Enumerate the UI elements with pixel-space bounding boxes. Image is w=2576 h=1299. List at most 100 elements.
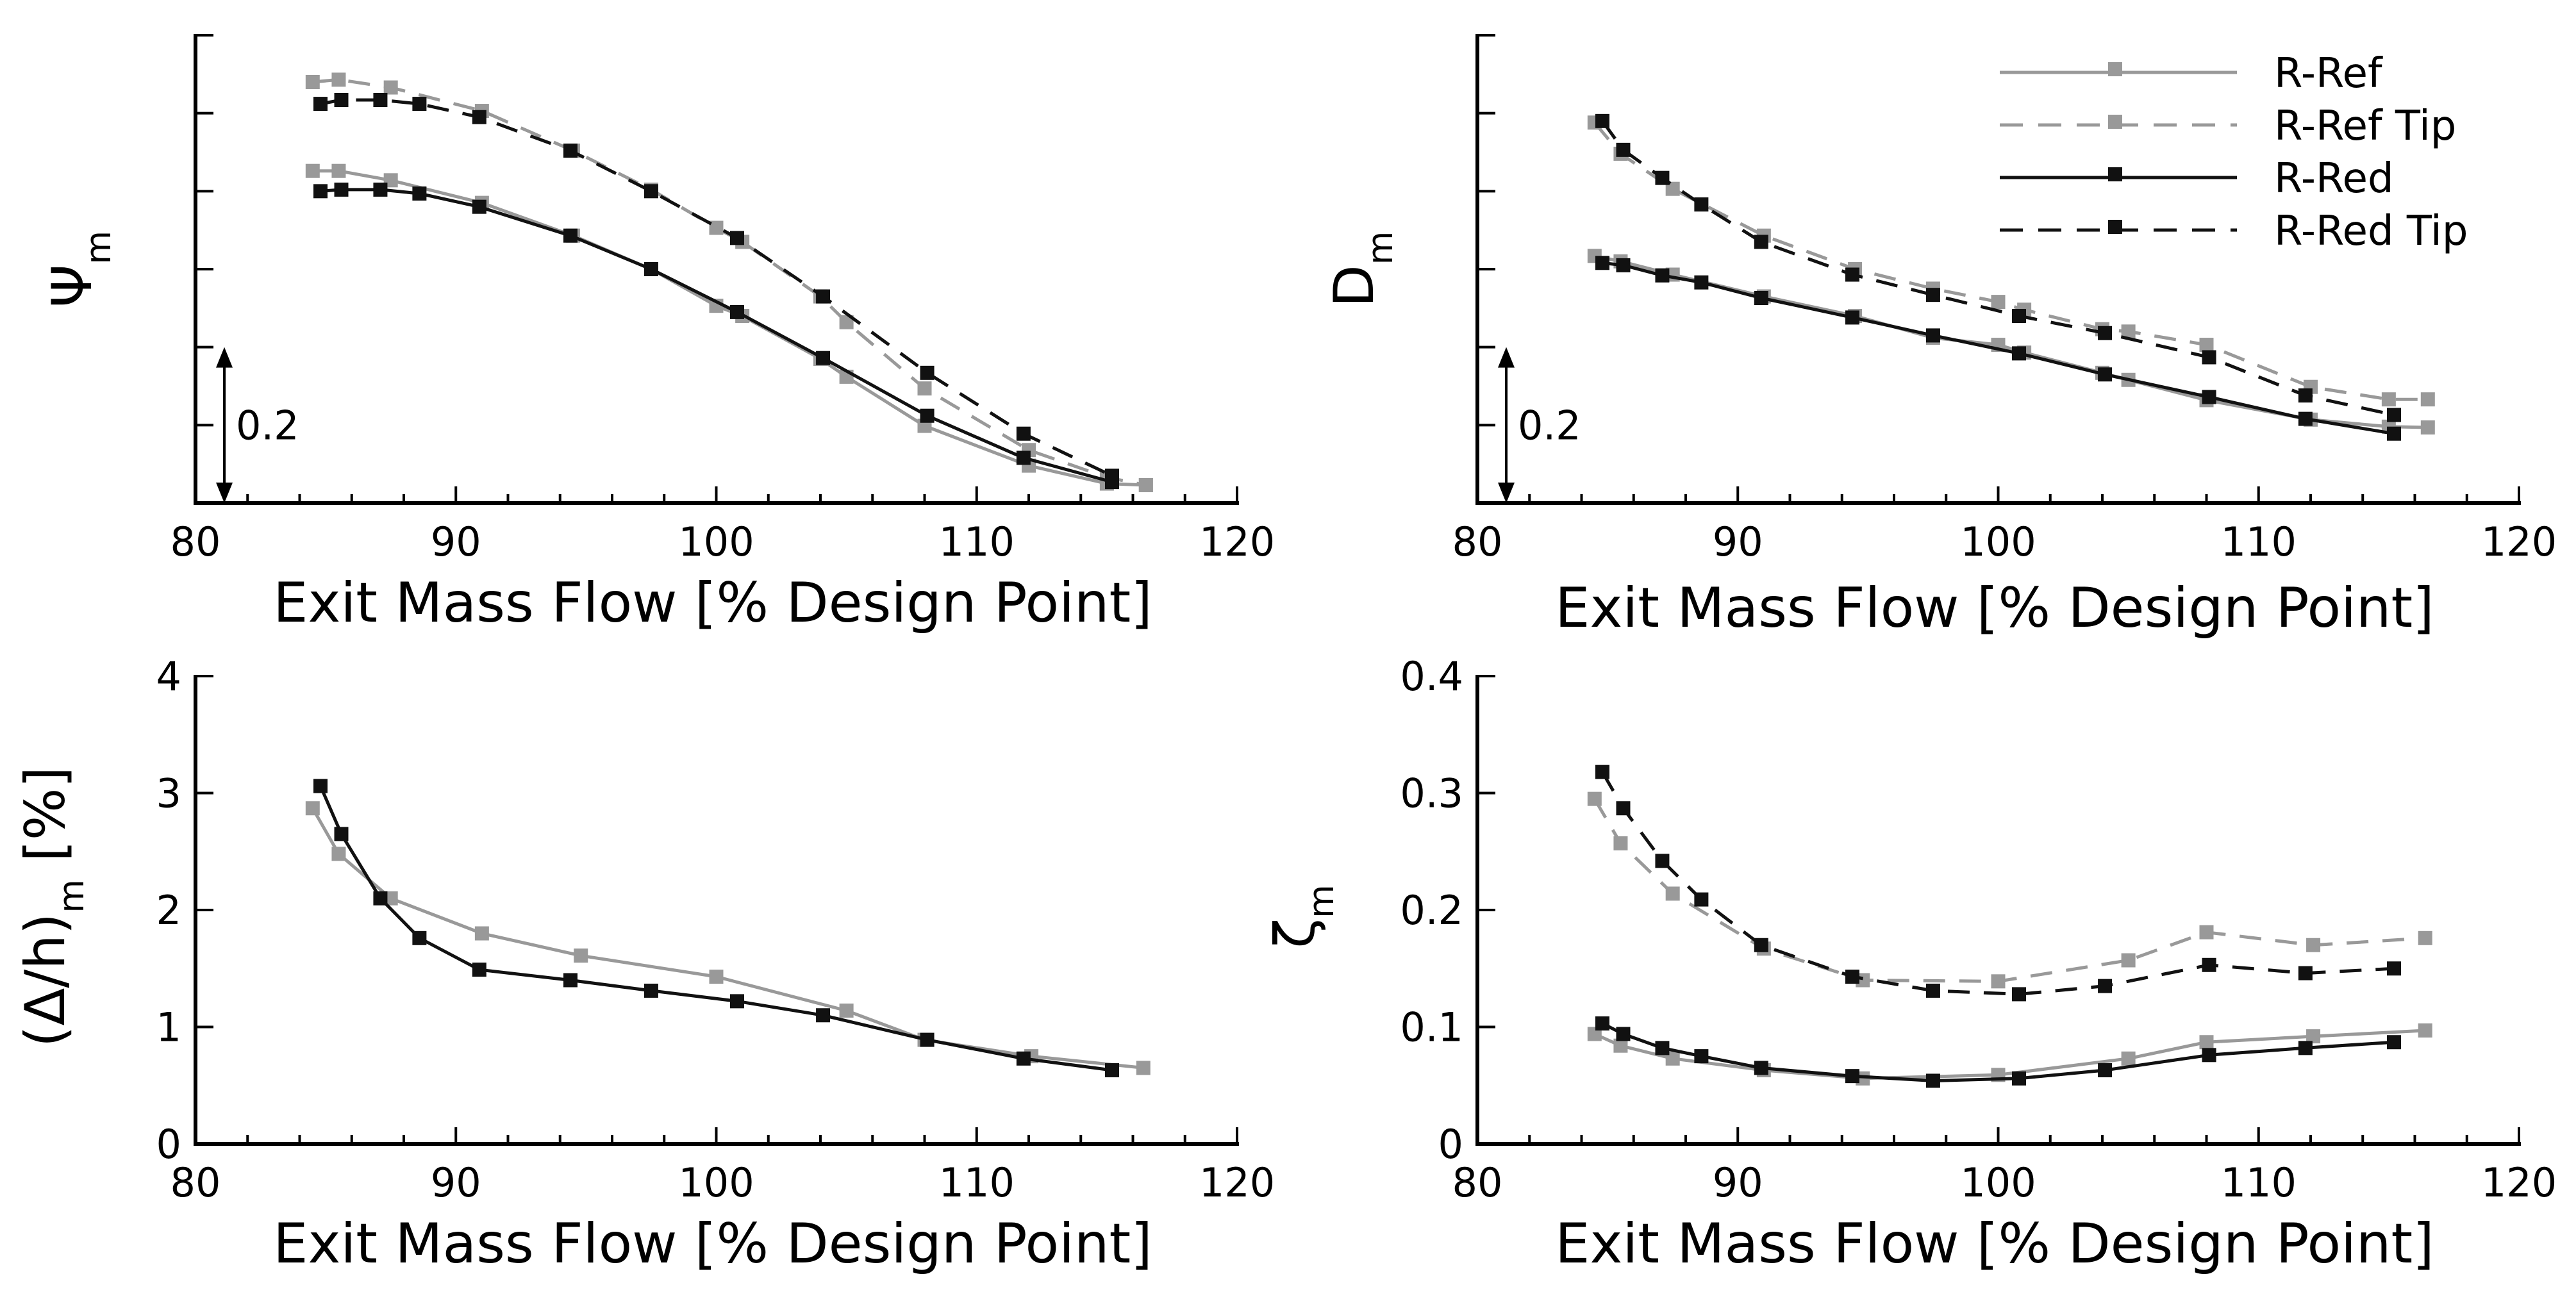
data-point-r-red-tip <box>2298 966 2313 980</box>
data-point-r-red-tip <box>2012 987 2026 1002</box>
data-point-r-red <box>2202 1048 2216 1063</box>
data-point-r-ref-tip <box>1665 181 1680 196</box>
data-point-r-ref-tip <box>917 381 932 396</box>
legend: R-Ref R-Ref Tip R-Red R-Red Tip <box>2000 50 2468 255</box>
data-point-r-ref-tip <box>2199 925 2214 939</box>
y-tick-label: 0.3 <box>1400 770 1463 817</box>
data-point-r-red-tip <box>412 97 427 112</box>
ylabel-main: Ψ <box>40 264 104 308</box>
data-point-r-red <box>816 1008 831 1023</box>
legend-marker-r-red-tip <box>2108 220 2122 234</box>
series-line-r-red-tip <box>320 98 1113 477</box>
data-point-r-red <box>1016 1051 1031 1066</box>
data-point-r-red-tip <box>1105 468 1119 483</box>
data-point-r-ref-tip <box>709 220 724 235</box>
legend-entry: R-Red <box>2000 155 2394 203</box>
data-point-r-red-tip <box>1694 197 1709 212</box>
data-point-r-ref-tip <box>305 75 320 89</box>
scale-bar-arrow-up <box>1498 347 1515 368</box>
data-point-r-red <box>334 182 349 197</box>
data-point-r-red-tip <box>2202 350 2216 365</box>
data-point-r-red <box>1595 1016 1609 1031</box>
scale-bar-arrow-down <box>1498 483 1515 503</box>
legend-label: R-Red Tip <box>2274 208 2468 255</box>
ylabel-main: ζ <box>1263 918 1327 948</box>
data-point-r-ref <box>2306 1029 2321 1044</box>
data-point-r-ref <box>2420 420 2435 434</box>
data-point-r-red-tip <box>2098 326 2113 340</box>
xlabel-diffusion: Exit Mass Flow [% Design Point] <box>1555 576 2434 640</box>
data-point-r-red <box>1925 328 1940 343</box>
data-point-r-ref <box>1613 1038 1628 1053</box>
data-point-r-red <box>1105 1063 1119 1078</box>
data-point-r-red <box>1655 1041 1670 1055</box>
data-point-r-red <box>920 1032 935 1047</box>
data-point-r-red <box>644 983 658 998</box>
x-tick-label: 90 <box>1713 1159 1763 1206</box>
data-point-r-red-tip <box>2387 408 2401 422</box>
x-tick-label: 100 <box>1960 1159 2036 1206</box>
data-point-r-red <box>563 228 578 243</box>
data-point-r-red <box>1616 258 1631 272</box>
data-point-r-ref <box>474 926 489 941</box>
x-tick-label: 120 <box>1199 518 1275 565</box>
data-point-r-red <box>563 973 578 988</box>
data-point-r-ref-tip <box>1991 974 2006 989</box>
x-tick-label: 90 <box>1713 518 1763 565</box>
scale-bar-label: 0.2 <box>1518 402 1581 449</box>
xlabel-loss: Exit Mass Flow [% Design Point] <box>1555 1212 2434 1276</box>
ylabel-diffusion: Dm <box>1322 231 1400 308</box>
data-point-r-red <box>373 891 388 906</box>
panel-loss: 80 90 100 110 120 0 0.1 0.2 0.3 0.4 Exit Mass Flo… <box>1263 653 2557 1276</box>
data-point-r-ref-tip <box>1665 886 1680 901</box>
ylabel-main: (Δ/h) <box>13 913 78 1047</box>
xlabel-psi: Exit Mass Flow [% Design Point] <box>273 571 1152 635</box>
data-point-r-ref <box>574 948 588 963</box>
data-point-r-ref-tip <box>383 80 398 95</box>
y-tick-label: 1 <box>156 1004 181 1051</box>
data-point-r-red <box>2012 346 2026 361</box>
x-tick-label: 100 <box>1960 518 2036 565</box>
y-tick-label: 4 <box>156 653 181 700</box>
series-line-r-ref-tip <box>1593 798 2425 983</box>
data-point-r-red-tip <box>2012 309 2026 323</box>
data-point-r-red <box>2298 411 2313 426</box>
data-point-r-ref-tip <box>1587 791 1602 806</box>
data-point-r-ref <box>2121 1051 2136 1066</box>
data-point-r-red-tip <box>1655 170 1670 185</box>
data-point-r-ref <box>839 1003 854 1018</box>
x-tick-label: 80 <box>1452 518 1503 565</box>
data-point-r-red-tip <box>1616 801 1631 816</box>
data-point-r-red <box>1754 291 1768 306</box>
x-tick-label: 120 <box>1199 1159 1275 1206</box>
data-point-r-red <box>2012 1071 2026 1086</box>
data-point-r-ref-tip <box>1991 295 2006 310</box>
data-point-r-ref <box>331 847 346 861</box>
data-point-r-red-tip <box>334 92 349 107</box>
data-point-r-red-tip <box>920 365 935 380</box>
data-point-r-red <box>1655 268 1670 283</box>
y-tick-label: 0 <box>1438 1121 1463 1168</box>
series-line-r-ref-tip <box>312 78 1147 487</box>
x-tick-label: 100 <box>678 1159 754 1206</box>
data-point-r-red <box>1016 451 1031 465</box>
data-point-r-red-tip <box>2387 961 2401 976</box>
scale-bar-label: 0.2 <box>236 402 299 449</box>
data-point-r-ref-tip <box>331 72 346 87</box>
data-point-r-red <box>1694 1049 1709 1064</box>
data-point-r-ref-tip <box>2420 392 2435 407</box>
ylabel-psi: Ψm <box>40 231 119 308</box>
data-point-r-ref <box>305 801 320 816</box>
data-point-r-red <box>2202 390 2216 404</box>
data-point-r-red <box>1694 275 1709 290</box>
data-point-r-red <box>1845 1069 1859 1084</box>
data-point-r-ref <box>709 970 724 984</box>
x-tick-label: 110 <box>939 518 1015 565</box>
data-point-r-red <box>373 182 388 197</box>
x-tick-label: 110 <box>939 1159 1015 1206</box>
data-point-r-red-tip <box>1925 288 1940 302</box>
legend-entry: R-Red Tip <box>2000 208 2468 255</box>
panel-blockage: 80 90 100 110 120 0 1 2 3 4 Exit Mass Flow [% Des… <box>13 653 1275 1276</box>
data-point-r-red <box>412 931 427 945</box>
y-tick-label: 2 <box>156 887 181 934</box>
